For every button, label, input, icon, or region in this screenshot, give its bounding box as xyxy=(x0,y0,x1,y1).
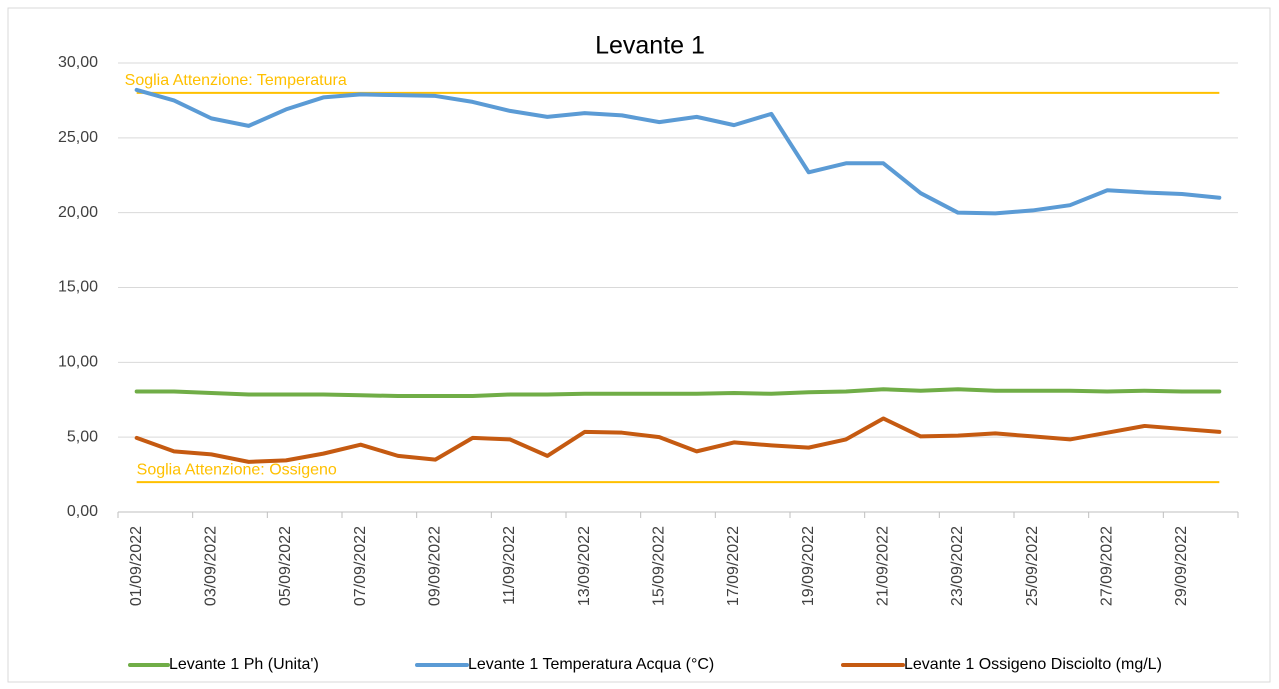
threshold-label: Soglia Attenzione: Temperatura xyxy=(125,72,347,89)
x-tick-label: 09/09/2022 xyxy=(427,526,444,606)
x-tick-label: 15/09/2022 xyxy=(651,526,668,606)
x-tick-label: 11/09/2022 xyxy=(501,526,518,605)
x-tick-label: 03/09/2022 xyxy=(203,526,220,606)
x-tick-label: 27/09/2022 xyxy=(1099,526,1116,606)
y-tick-label: 15,00 xyxy=(58,279,98,296)
chart-title: Levante 1 xyxy=(595,32,705,60)
y-tick-label: 5,00 xyxy=(67,428,98,445)
x-tick-label: 29/09/2022 xyxy=(1173,526,1190,606)
x-tick-label: 25/09/2022 xyxy=(1024,526,1041,606)
x-tick-label: 21/09/2022 xyxy=(875,526,892,606)
threshold-label: Soglia Attenzione: Ossigeno xyxy=(137,461,337,478)
y-tick-label: 20,00 xyxy=(58,204,98,221)
x-tick-label: 17/09/2022 xyxy=(725,526,742,606)
y-tick-label: 30,00 xyxy=(58,54,98,71)
series-line xyxy=(134,87,1222,216)
chart-frame xyxy=(7,7,1271,683)
x-tick-label: 19/09/2022 xyxy=(800,526,817,606)
x-tick-label: 07/09/2022 xyxy=(352,526,369,606)
legend-label: Levante 1 Ossigeno Disciolto (mg/L) xyxy=(904,656,1162,673)
x-tick-label: 13/09/2022 xyxy=(576,526,593,606)
legend-label: Levante 1 Ph (Unita') xyxy=(169,656,319,673)
x-tick-label: 05/09/2022 xyxy=(277,526,294,606)
y-tick-label: 25,00 xyxy=(58,129,98,146)
series-line xyxy=(134,387,1222,399)
x-tick-label: 23/09/2022 xyxy=(949,526,966,606)
y-tick-label: 10,00 xyxy=(58,354,98,371)
legend-label: Levante 1 Temperatura Acqua (°C) xyxy=(468,656,714,673)
x-tick-label: 01/09/2022 xyxy=(128,526,145,606)
series-line xyxy=(134,416,1222,464)
y-tick-label: 0,00 xyxy=(67,503,98,520)
